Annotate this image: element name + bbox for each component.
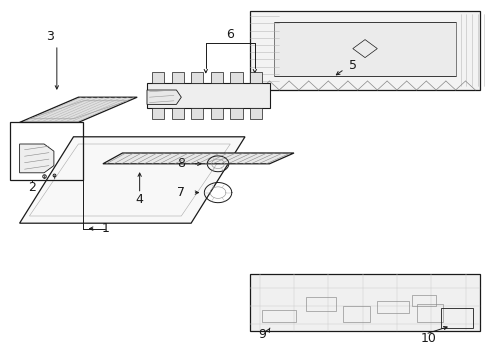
Bar [306,297,336,311]
Polygon shape [230,108,243,119]
Polygon shape [230,72,243,83]
Text: 1: 1 [101,222,109,235]
Polygon shape [172,72,184,83]
Text: 10: 10 [421,332,437,345]
Polygon shape [20,144,54,173]
Polygon shape [172,108,184,119]
Polygon shape [250,274,480,331]
Bar [441,308,473,328]
Text: 5: 5 [349,59,357,72]
Text: 3: 3 [47,30,54,42]
Bar [343,306,370,322]
Text: 6: 6 [226,28,234,41]
Bar [10,122,83,180]
Text: 8: 8 [177,157,185,170]
Polygon shape [20,137,245,223]
Text: 4: 4 [136,193,144,206]
Bar [262,310,296,322]
Polygon shape [147,83,270,108]
Polygon shape [250,108,262,119]
Text: 7: 7 [177,186,185,199]
Polygon shape [20,97,137,122]
Bar [412,295,436,306]
Polygon shape [152,108,164,119]
Polygon shape [103,153,294,164]
Polygon shape [250,11,480,90]
Polygon shape [211,72,223,83]
Polygon shape [152,72,164,83]
Bar [377,301,409,313]
Bar [416,304,443,322]
Polygon shape [250,72,262,83]
Polygon shape [211,108,223,119]
Polygon shape [191,72,203,83]
Polygon shape [147,90,181,104]
Text: 2: 2 [28,181,36,194]
Polygon shape [274,22,456,76]
Text: 9: 9 [258,328,266,341]
Polygon shape [191,108,203,119]
